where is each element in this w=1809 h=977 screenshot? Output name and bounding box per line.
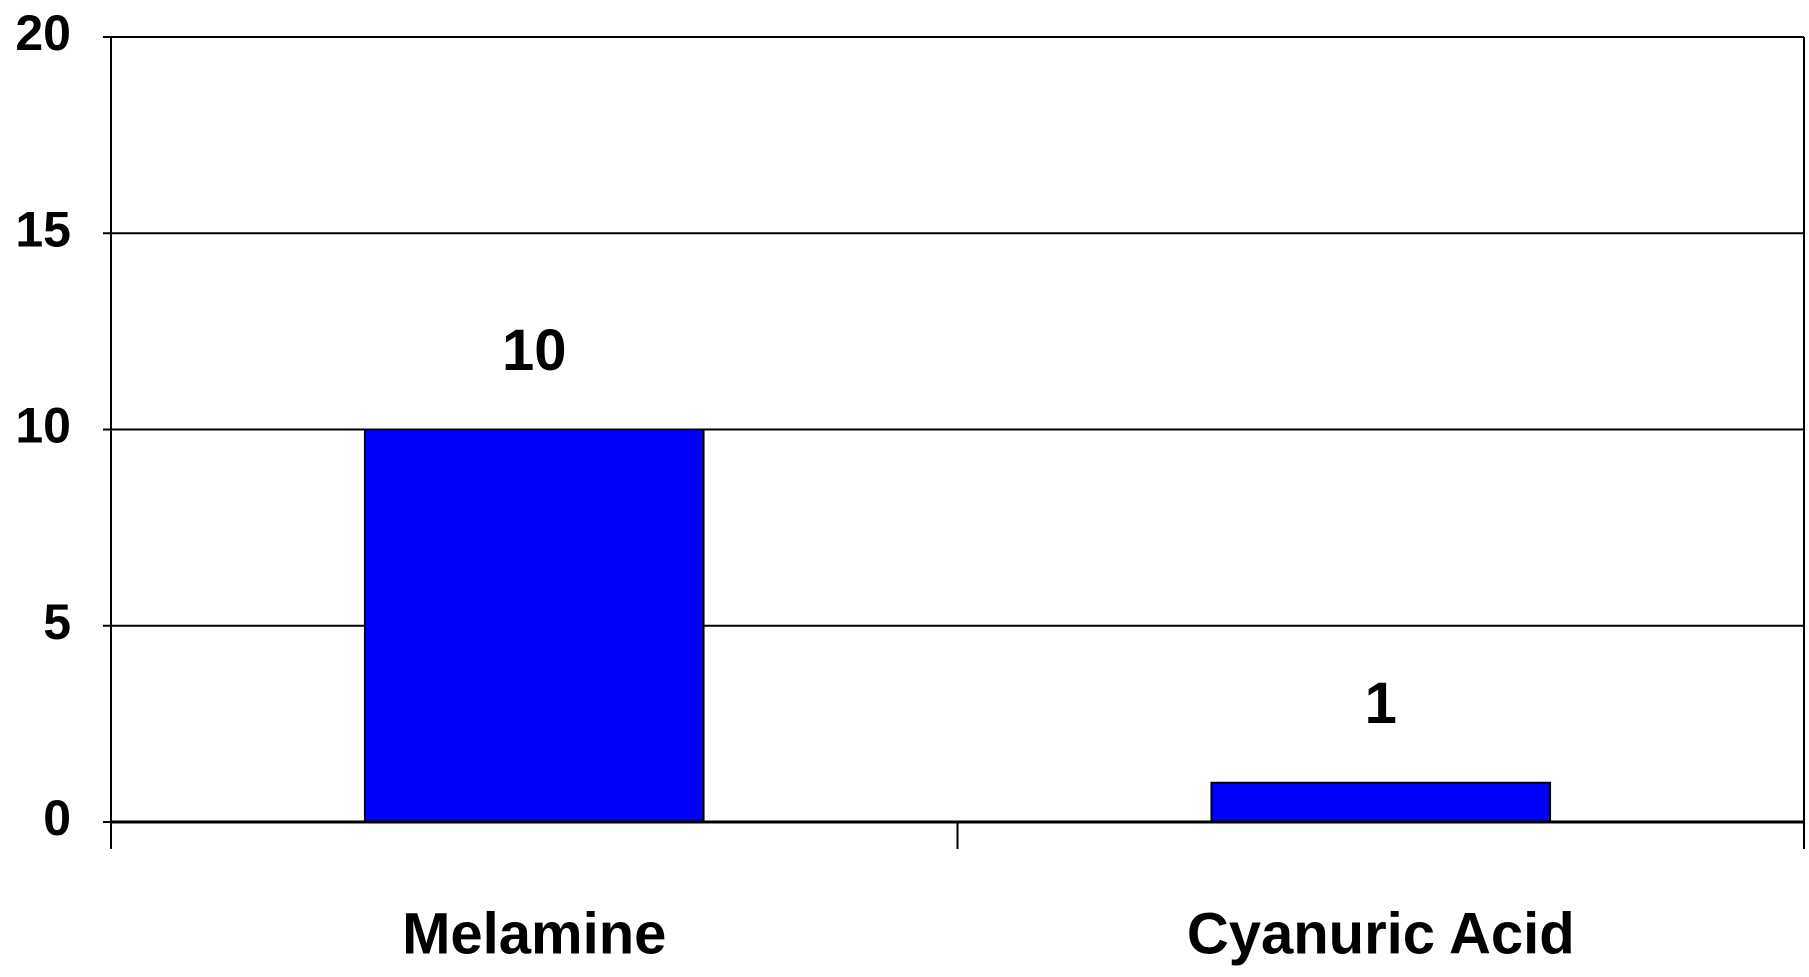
x-tick-label: Cyanuric Acid: [1187, 901, 1575, 966]
data-label: 1: [1365, 671, 1397, 736]
y-tick-label: 5: [43, 594, 71, 650]
y-tick-label: 10: [15, 398, 71, 454]
y-tick-label: 0: [43, 790, 71, 846]
bar: [363, 428, 705, 823]
y-tick-label: 20: [15, 5, 71, 61]
bar: [1210, 781, 1552, 823]
x-tick-label: Melamine: [402, 901, 666, 966]
data-label: 10: [502, 318, 567, 383]
y-tick-label: 15: [15, 201, 71, 257]
